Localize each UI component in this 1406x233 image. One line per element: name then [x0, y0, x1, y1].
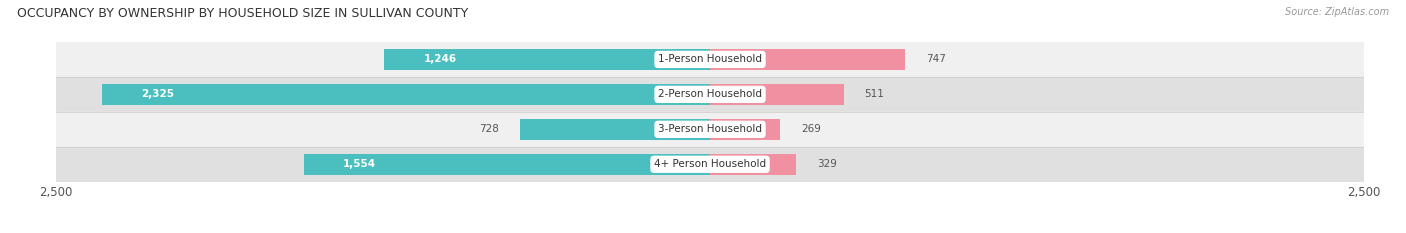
Bar	[384, 49, 710, 70]
Text: 2-Person Household: 2-Person Household	[658, 89, 762, 99]
Text: OCCUPANCY BY OWNERSHIP BY HOUSEHOLD SIZE IN SULLIVAN COUNTY: OCCUPANCY BY OWNERSHIP BY HOUSEHOLD SIZE…	[17, 7, 468, 20]
Text: 3-Person Household: 3-Person Household	[658, 124, 762, 134]
Bar	[56, 112, 1364, 147]
Text: 747: 747	[927, 55, 946, 64]
Bar	[56, 77, 1364, 112]
Bar	[304, 154, 710, 175]
Text: 1,246: 1,246	[423, 55, 457, 64]
Text: 1,554: 1,554	[343, 159, 375, 169]
Bar	[56, 42, 1364, 77]
Text: 4+ Person Household: 4+ Person Household	[654, 159, 766, 169]
Text: 329: 329	[817, 159, 837, 169]
Text: 2,325: 2,325	[141, 89, 174, 99]
Text: Source: ZipAtlas.com: Source: ZipAtlas.com	[1285, 7, 1389, 17]
Bar	[103, 84, 710, 105]
Text: 1-Person Household: 1-Person Household	[658, 55, 762, 64]
Bar	[520, 119, 710, 140]
Text: 728: 728	[479, 124, 499, 134]
Bar	[710, 119, 780, 140]
Text: 269: 269	[801, 124, 821, 134]
Bar	[56, 147, 1364, 182]
Text: 511: 511	[865, 89, 884, 99]
Bar	[710, 84, 844, 105]
Bar	[710, 49, 905, 70]
Bar	[710, 154, 796, 175]
